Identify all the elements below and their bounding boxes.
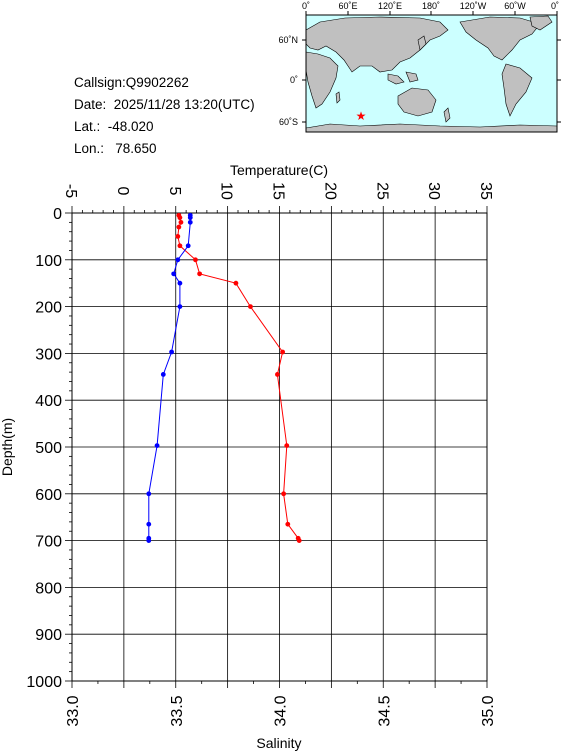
temperature-point xyxy=(285,521,291,527)
chart-series xyxy=(146,212,302,543)
temperature-tick-label: -5 xyxy=(62,184,79,198)
temperature-tick-label: 10 xyxy=(218,182,235,200)
salinity-tick-label: 33.0 xyxy=(65,695,82,726)
temperature-tick-label: 35 xyxy=(477,182,494,200)
temperature-tick-label: 20 xyxy=(321,182,338,200)
temperature-point xyxy=(275,372,280,377)
salinity-point xyxy=(146,538,152,543)
map-lon-label: 0˚ xyxy=(551,1,559,11)
date-label: Date: 2025/11/28 13:20(UTC) xyxy=(74,97,255,112)
salinity-point xyxy=(169,349,175,355)
temperature-point xyxy=(197,271,203,277)
temperature-point xyxy=(177,215,183,221)
salinity-point xyxy=(177,280,183,286)
salinity-point xyxy=(187,215,193,221)
temperature-point xyxy=(178,219,184,225)
longitude-label: Lon.: 78.650 xyxy=(74,141,157,156)
depth-tick-label: 600 xyxy=(35,487,62,504)
map-lat-label: 60˚N xyxy=(278,35,298,45)
map-lon-label: 180˚ xyxy=(422,1,440,11)
temperature-point xyxy=(280,349,286,355)
temperature-tick-label: 30 xyxy=(425,182,442,200)
salinity-point xyxy=(185,243,191,249)
salinity-point xyxy=(187,219,193,225)
salinity-axis-title: Salinity xyxy=(256,735,301,751)
salinity-point xyxy=(146,491,152,497)
map-ticks xyxy=(302,11,561,123)
chart-ticks xyxy=(65,206,488,688)
salinity-point xyxy=(160,372,166,377)
temperature-tick-label: 25 xyxy=(373,182,390,200)
salinity-tick-label: 33.5 xyxy=(169,695,186,726)
salinity-point xyxy=(146,521,152,527)
salinity-tick-label: 34.5 xyxy=(376,695,393,726)
temperature-point xyxy=(177,243,183,249)
depth-tick-label: 300 xyxy=(35,346,62,363)
depth-tick-label: 900 xyxy=(35,627,62,644)
depth-tick-label: 400 xyxy=(35,393,62,410)
temperature-point xyxy=(296,538,302,543)
salinity-point xyxy=(177,304,183,309)
latitude-label: Lat.: -48.020 xyxy=(74,119,154,134)
depth-tick-label: 0 xyxy=(53,206,62,223)
map-lon-label: 60˚E xyxy=(338,1,357,11)
temperature-line xyxy=(177,215,300,541)
temperature-tick-label: 15 xyxy=(270,182,287,200)
temperature-point xyxy=(176,224,182,230)
temperature-tick-label: 0 xyxy=(114,187,131,196)
map-lon-label: 120˚W xyxy=(460,1,487,11)
temperature-tick-labels: -5 0 5 10 15 20 25 30 35 xyxy=(62,182,494,200)
station-info: Callsign:Q9902262 Date: 2025/11/28 13:20… xyxy=(74,72,255,160)
depth-tick-label: 200 xyxy=(35,300,62,317)
depth-tick-label: 100 xyxy=(35,253,62,270)
chart-grid xyxy=(72,213,487,681)
temperature-axis-title: Temperature(C) xyxy=(230,162,328,178)
map-lon-label: 120˚E xyxy=(378,1,402,11)
location-map: 0˚ 60˚E 120˚E 180˚ 120˚W 60˚W 0˚ 60˚N 0˚… xyxy=(278,1,561,133)
salinity-point xyxy=(154,443,160,448)
depth-tick-label: 500 xyxy=(35,440,62,457)
salinity-point xyxy=(175,257,181,263)
depth-tick-label: 1000 xyxy=(26,674,62,691)
salinity-line xyxy=(148,215,191,541)
temperature-point xyxy=(193,257,198,263)
temperature-point xyxy=(248,304,253,309)
map-lat-label: 60˚S xyxy=(279,117,298,127)
temperature-point xyxy=(284,443,290,448)
depth-tick-label: 800 xyxy=(35,580,62,597)
map-lat-label: 0˚ xyxy=(290,75,298,85)
salinity-point xyxy=(171,271,177,277)
map-lon-label: 60˚W xyxy=(504,1,526,11)
map-lon-label: 0˚ xyxy=(302,1,310,11)
station-star-icon: ★ xyxy=(356,109,367,123)
salinity-tick-label: 35.0 xyxy=(480,695,497,726)
temperature-tick-label: 5 xyxy=(166,187,183,196)
salinity-tick-labels: 33.0 33.5 34.0 34.5 35.0 xyxy=(65,695,497,726)
depth-tick-label: 700 xyxy=(35,534,62,551)
temperature-point xyxy=(281,491,287,497)
temperature-point xyxy=(175,234,181,239)
salinity-tick-label: 34.0 xyxy=(273,695,290,726)
depth-axis-title: Depth(m) xyxy=(0,418,15,476)
temperature-point xyxy=(233,280,239,286)
callsign-label: Callsign:Q9902262 xyxy=(74,75,189,90)
depth-tick-labels: 0 100 200 300 400 500 600 700 800 900 1000 xyxy=(26,206,62,691)
